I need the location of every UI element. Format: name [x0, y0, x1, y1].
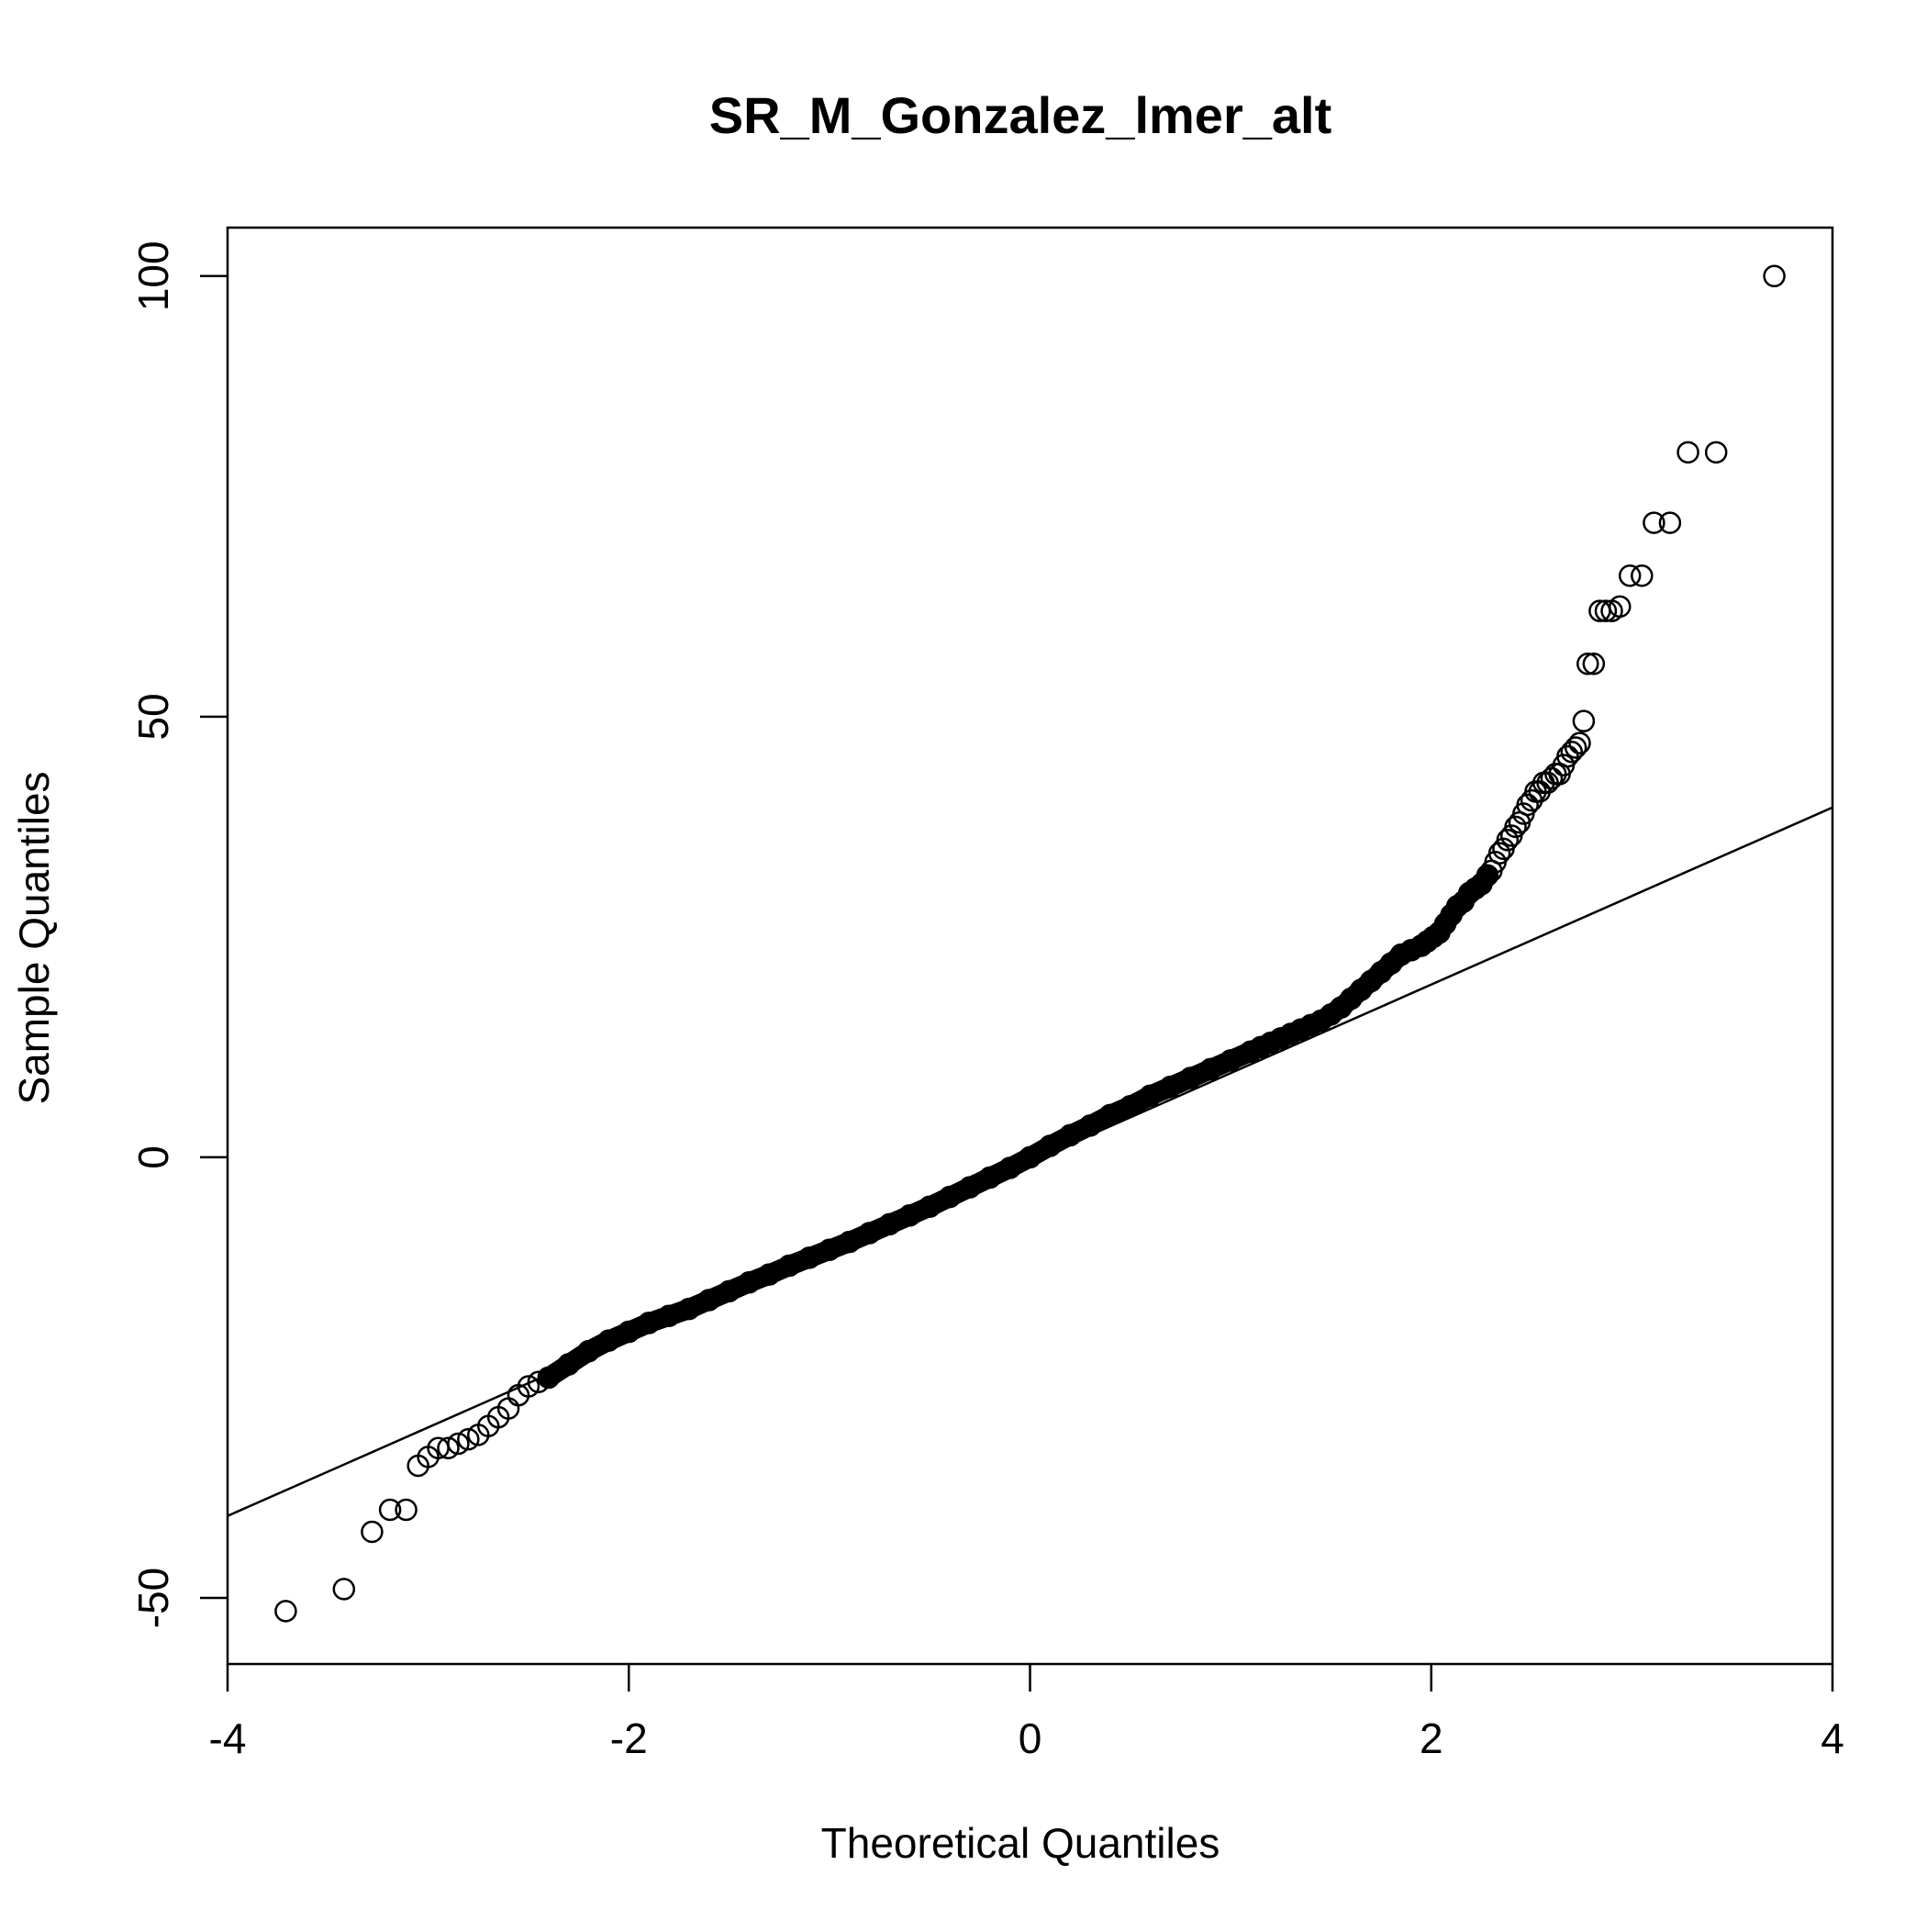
data-point	[1643, 511, 1665, 534]
data-point	[718, 1279, 741, 1303]
data-point	[637, 1312, 661, 1335]
data-point	[395, 1498, 418, 1522]
data-point	[1560, 741, 1584, 764]
data-point	[407, 1454, 429, 1478]
data-point	[1520, 788, 1543, 812]
data-point	[1508, 810, 1532, 834]
data-point	[577, 1339, 600, 1363]
data-point	[918, 1195, 941, 1218]
data-point	[1239, 1040, 1263, 1063]
data-point	[738, 1271, 761, 1294]
data-point	[1249, 1035, 1273, 1059]
data-point	[1058, 1123, 1082, 1147]
data-point	[1019, 1145, 1041, 1169]
data-point	[1582, 653, 1606, 676]
data-point	[777, 1254, 801, 1278]
data-point	[1269, 1027, 1293, 1050]
x-tick-label: -2	[610, 1714, 648, 1762]
data-point	[1600, 599, 1623, 622]
data-point	[978, 1166, 1002, 1189]
data-point	[361, 1520, 384, 1544]
data-point	[1631, 564, 1654, 587]
data-point	[1098, 1103, 1122, 1127]
data-point	[1289, 1018, 1312, 1041]
data-point	[1763, 264, 1786, 288]
x-tick-label: -4	[209, 1714, 247, 1762]
data-point	[1179, 1067, 1202, 1089]
data-point	[1576, 653, 1599, 676]
data-point	[332, 1578, 356, 1601]
y-tick-label: 100	[129, 240, 177, 311]
data-point	[1078, 1114, 1102, 1137]
data-point	[797, 1246, 821, 1269]
data-point	[1676, 441, 1699, 464]
chart-title: SR_M_Gonzalez_lmer_alt	[709, 86, 1331, 144]
data-point	[597, 1329, 620, 1352]
data-point	[1658, 511, 1682, 534]
data-point	[1409, 934, 1433, 957]
data-point	[1219, 1049, 1242, 1072]
data-point	[1594, 599, 1618, 622]
data-point	[1039, 1134, 1062, 1157]
x-axis-label: Theoretical Quantiles	[821, 1819, 1220, 1867]
data-point	[958, 1176, 982, 1199]
data-point	[938, 1185, 962, 1209]
data-point	[1499, 824, 1523, 847]
data-point	[858, 1222, 881, 1245]
data-point	[1119, 1094, 1142, 1118]
data-point	[758, 1263, 781, 1286]
plot-area: -4 -2 0 2 4 -50 0 50 100	[129, 226, 1844, 1762]
data-point	[1452, 890, 1475, 913]
data-point	[818, 1238, 841, 1261]
data-point	[1399, 939, 1423, 962]
data-point	[378, 1498, 402, 1522]
data-point	[537, 1366, 561, 1390]
data-point	[1139, 1084, 1162, 1107]
data-point	[1704, 441, 1728, 464]
data-point	[1492, 837, 1515, 861]
data-point	[1299, 1013, 1322, 1037]
data-point	[998, 1156, 1021, 1179]
data-point	[898, 1204, 921, 1227]
y-tick-label: 0	[129, 1145, 177, 1169]
data-point	[274, 1600, 297, 1623]
data-point	[1159, 1075, 1182, 1099]
data-point	[467, 1424, 490, 1446]
data-point	[1572, 709, 1596, 732]
y-tick-label: -50	[129, 1568, 177, 1628]
y-axis-label: Sample Quantiles	[10, 771, 58, 1104]
data-point	[697, 1289, 720, 1312]
data-point	[878, 1212, 901, 1236]
data-point	[838, 1230, 861, 1254]
data-point	[677, 1297, 701, 1321]
x-tick-label: 4	[1821, 1714, 1844, 1762]
data-point	[527, 1370, 551, 1394]
data-point	[618, 1320, 640, 1344]
data-point	[1279, 1022, 1302, 1045]
data-point	[1588, 599, 1611, 622]
data-point	[557, 1353, 580, 1376]
data-point	[657, 1304, 681, 1328]
x-tick-label: 0	[1019, 1714, 1042, 1762]
data-point	[1618, 564, 1642, 587]
data-point	[437, 1436, 460, 1460]
data-point	[1309, 1009, 1332, 1033]
data-point	[1199, 1057, 1222, 1081]
data-point	[1259, 1031, 1283, 1055]
data-point	[1464, 877, 1487, 900]
y-tick-label: 50	[129, 693, 177, 740]
x-tick-label: 2	[1420, 1714, 1443, 1762]
data-point	[457, 1427, 480, 1451]
